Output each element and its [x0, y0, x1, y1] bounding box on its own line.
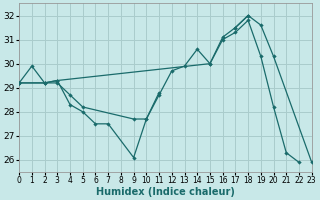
X-axis label: Humidex (Indice chaleur): Humidex (Indice chaleur) [96, 187, 235, 197]
